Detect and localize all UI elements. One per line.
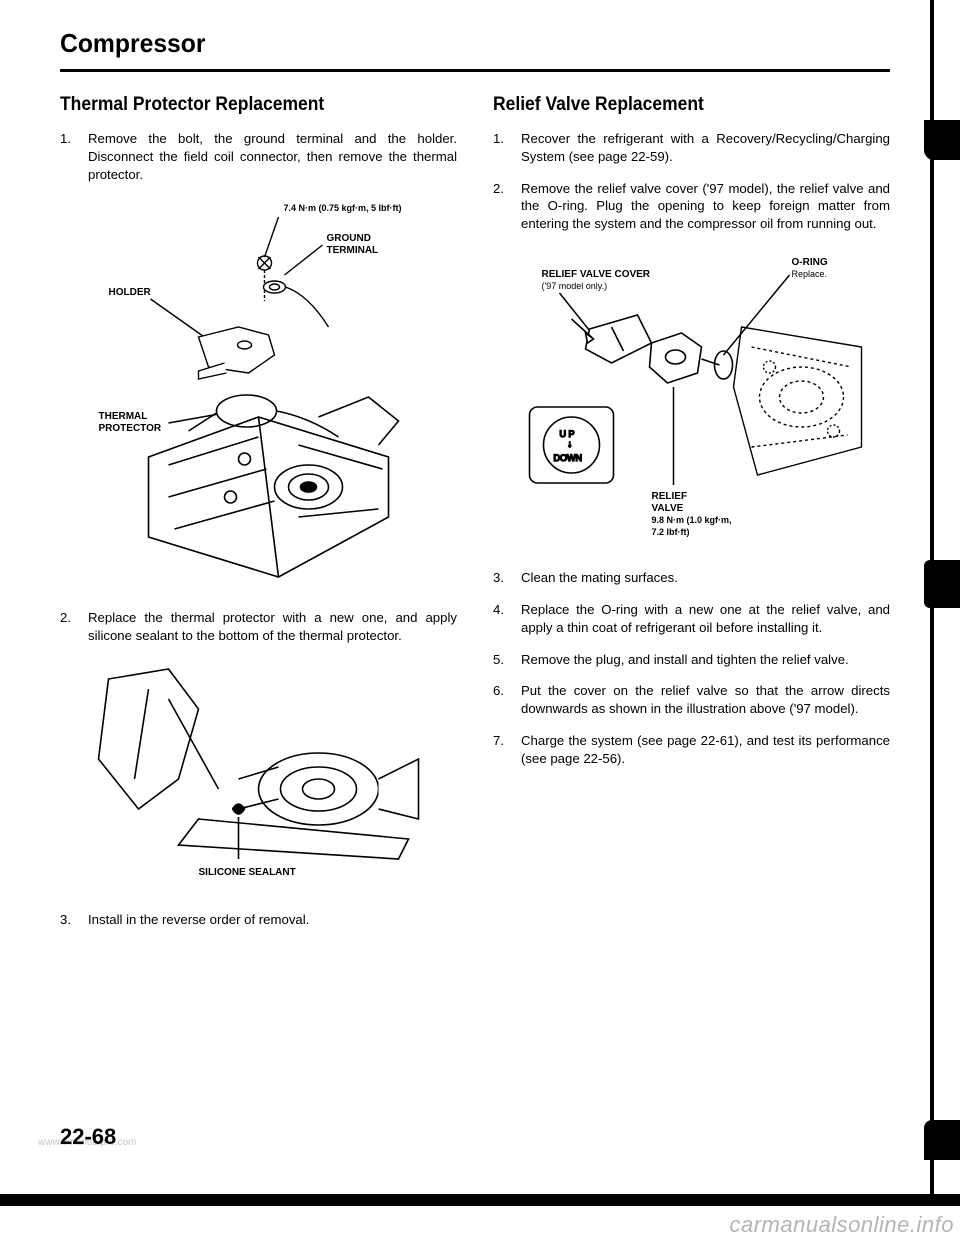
svg-text:↓: ↓ [568, 439, 573, 449]
thermal-steps-end: Install in the reverse order of removal. [60, 911, 457, 929]
thermal-steps-cont: Replace the thermal protector with a new… [60, 609, 457, 645]
title-rule [60, 69, 890, 72]
page-title: Compressor [60, 28, 849, 59]
watermark-site: carmanualsonline.info [729, 1212, 954, 1238]
svg-text:7.4 N·m (0.75 kgf·m, 5 lbf·ft): 7.4 N·m (0.75 kgf·m, 5 lbf·ft) [284, 203, 402, 213]
relief-figure: RELIEF VALVE COVER ('97 model only.) O-R… [493, 247, 890, 547]
svg-text:SILICONE SEALANT: SILICONE SEALANT [199, 867, 296, 878]
page-number: 22-68 [60, 1124, 116, 1150]
right-column: Relief Valve Replacement Recover the ref… [493, 94, 890, 943]
svg-text:RELIEF: RELIEF [652, 491, 688, 502]
relief-step-4: Replace the O-ring with a new one at the… [493, 601, 890, 637]
relief-section-title: Relief Valve Replacement [493, 94, 858, 116]
svg-text:Replace.: Replace. [792, 269, 828, 279]
manual-page: Compressor Thermal Protector Replacement… [0, 0, 960, 1200]
relief-step-6: Put the cover on the relief valve so tha… [493, 682, 890, 718]
svg-text:RELIEF VALVE COVER: RELIEF VALVE COVER [542, 269, 651, 280]
two-column-layout: Thermal Protector Replacement Remove the… [60, 94, 890, 943]
thermal-section-title: Thermal Protector Replacement [60, 94, 425, 116]
svg-text:U P: U P [560, 429, 575, 439]
thermal-step-3: Install in the reverse order of removal. [60, 911, 457, 929]
bottom-scan-bar [0, 1194, 960, 1206]
relief-step-7: Charge the system (see page 22-61), and … [493, 732, 890, 768]
thermal-step-1: Remove the bolt, the ground terminal and… [60, 130, 457, 183]
svg-text:DOWN: DOWN [554, 453, 583, 463]
svg-text:('97 model only.): ('97 model only.) [542, 281, 608, 291]
sealant-diagram: SILICONE SEALANT [60, 659, 457, 889]
left-column: Thermal Protector Replacement Remove the… [60, 94, 457, 943]
relief-step-3: Clean the mating surfaces. [493, 569, 890, 587]
svg-text:HOLDER: HOLDER [109, 287, 152, 298]
thermal-figure-1: 7.4 N·m (0.75 kgf·m, 5 lbf·ft) GROUND TE… [60, 197, 457, 587]
relief-step-1: Recover the refrigerant with a Recovery/… [493, 130, 890, 166]
svg-text:VALVE: VALVE [652, 503, 684, 514]
thermal-step-2: Replace the thermal protector with a new… [60, 609, 457, 645]
thermal-steps: Remove the bolt, the ground terminal and… [60, 130, 457, 183]
relief-step-2: Remove the relief valve cover ('97 model… [493, 180, 890, 233]
svg-text:TERMINAL: TERMINAL [327, 245, 379, 256]
relief-valve-diagram: RELIEF VALVE COVER ('97 model only.) O-R… [493, 247, 890, 547]
svg-text:9.8 N·m (1.0 kgf·m,: 9.8 N·m (1.0 kgf·m, [652, 515, 732, 525]
thermal-diagram-1: 7.4 N·m (0.75 kgf·m, 5 lbf·ft) GROUND TE… [60, 197, 457, 587]
relief-steps-b: Clean the mating surfaces. Replace the O… [493, 569, 890, 768]
svg-text:O-RING: O-RING [792, 257, 828, 268]
relief-step-5: Remove the plug, and install and tighten… [493, 651, 890, 669]
thermal-figure-2: SILICONE SEALANT [60, 659, 457, 889]
ground-terminal-label: GROUND [327, 233, 371, 244]
relief-steps-a: Recover the refrigerant with a Recovery/… [493, 130, 890, 233]
svg-text:THERMAL: THERMAL [99, 411, 148, 422]
svg-text:PROTECTOR: PROTECTOR [99, 423, 162, 434]
svg-text:7.2 lbf·ft): 7.2 lbf·ft) [652, 527, 690, 537]
